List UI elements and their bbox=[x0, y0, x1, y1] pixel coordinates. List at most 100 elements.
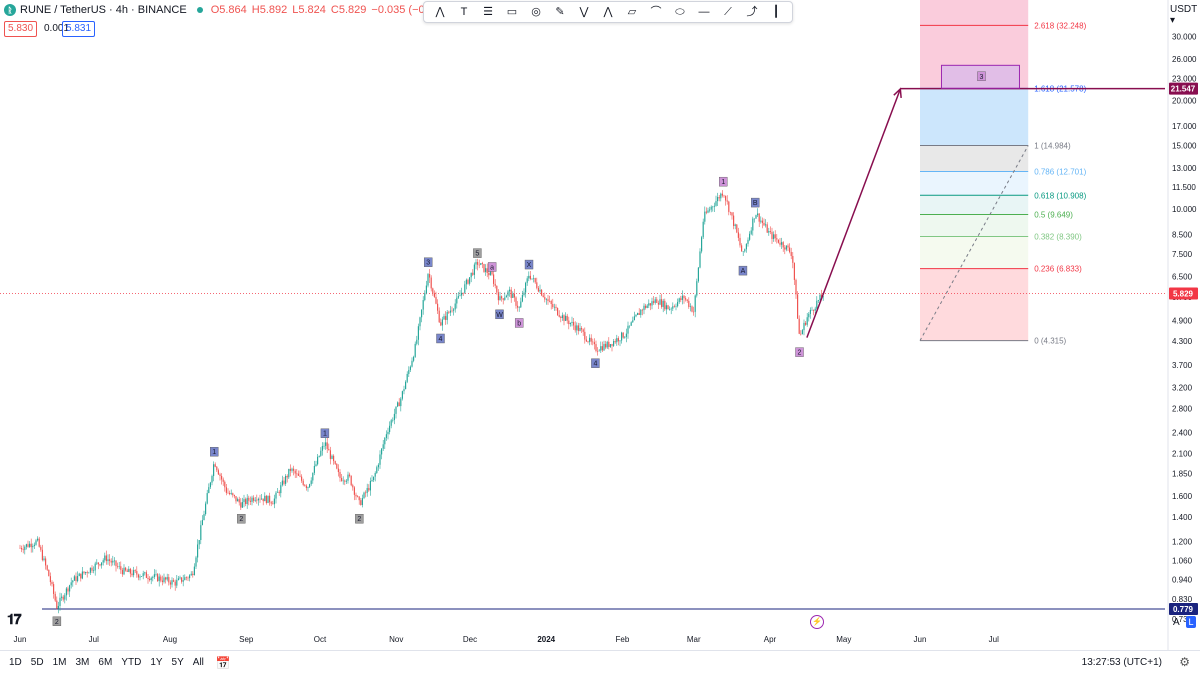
candle-body bbox=[661, 299, 663, 307]
wave-label-box[interactable] bbox=[738, 265, 748, 276]
lightning-icon[interactable]: ⚡ bbox=[810, 615, 824, 629]
wave-label-box[interactable] bbox=[52, 616, 62, 626]
range-button-ytd[interactable]: YTD bbox=[121, 657, 142, 668]
wave-label-box[interactable] bbox=[436, 333, 445, 344]
candle-body bbox=[341, 477, 343, 481]
range-button-1d[interactable]: 1D bbox=[9, 657, 22, 668]
candle-body bbox=[744, 249, 746, 252]
y-tick-label: 20.000 bbox=[1172, 96, 1197, 105]
candle-body bbox=[379, 454, 381, 465]
auto-scale-button[interactable]: A bbox=[1173, 617, 1180, 628]
wave-label-box[interactable] bbox=[591, 358, 600, 368]
y-tick-label: 4.900 bbox=[1172, 317, 1193, 326]
candle-body bbox=[150, 577, 152, 581]
ask-price[interactable]: 5.831 bbox=[62, 21, 96, 37]
tradingview-logo-icon[interactable]: 𝟏𝟕 bbox=[7, 611, 22, 627]
clock-time[interactable]: 13:27:53 (UTC+1) bbox=[1081, 657, 1162, 668]
wave-label-box[interactable] bbox=[210, 446, 219, 457]
wave-label-box[interactable] bbox=[719, 176, 728, 187]
candle-body bbox=[507, 291, 509, 296]
gear-icon[interactable]: ⚙ bbox=[1179, 655, 1190, 669]
head-shoulders-icon[interactable]: ⌒ bbox=[650, 6, 662, 18]
wave-label-box[interactable] bbox=[751, 197, 760, 208]
ray-icon[interactable]: — bbox=[698, 6, 710, 18]
candle-body bbox=[811, 309, 813, 311]
candle-body bbox=[822, 296, 824, 298]
brush-icon[interactable]: ✎ bbox=[555, 6, 565, 18]
price-chart[interactable]: 2.618 (32.248)1.618 (21.578)1 (14.984)0.… bbox=[0, 0, 1200, 650]
wave-label-box[interactable] bbox=[473, 248, 482, 258]
price-badge[interactable] bbox=[1169, 602, 1198, 615]
price-badge[interactable] bbox=[1169, 82, 1198, 95]
range-button-all[interactable]: All bbox=[192, 657, 204, 668]
candle-body bbox=[344, 480, 346, 482]
candle-body bbox=[118, 566, 120, 567]
candle-body bbox=[497, 292, 499, 301]
candle-body bbox=[363, 492, 365, 499]
wave-label-box[interactable] bbox=[355, 514, 364, 524]
elliott-impulse-icon[interactable]: ⋁ bbox=[579, 6, 589, 18]
candle-body bbox=[432, 288, 434, 294]
bid-price[interactable]: 5.830 bbox=[4, 21, 38, 37]
candle-body bbox=[211, 476, 213, 483]
text-icon[interactable]: T bbox=[460, 6, 468, 18]
symbol-title[interactable]: RUNE / TetherUS · 4h · BINANCE bbox=[20, 4, 187, 16]
vertical-line-icon[interactable]: ┃ bbox=[772, 6, 780, 18]
rectangle-icon[interactable]: ▭ bbox=[506, 6, 518, 18]
wave-label-box[interactable] bbox=[320, 428, 330, 438]
candle-body bbox=[147, 577, 149, 579]
wave-label-box[interactable] bbox=[524, 259, 534, 270]
circle-icon[interactable]: ◎ bbox=[531, 6, 541, 18]
lines-icon[interactable]: ☰ bbox=[483, 6, 493, 18]
candle-body bbox=[769, 231, 771, 232]
range-button-6m[interactable]: 6M bbox=[98, 657, 113, 668]
candle-body bbox=[566, 315, 568, 321]
wave-label-box[interactable] bbox=[795, 347, 804, 357]
wave-label-box[interactable] bbox=[237, 514, 246, 524]
candle-body bbox=[793, 262, 795, 280]
wave-label-box[interactable] bbox=[487, 262, 497, 272]
log-scale-button[interactable]: L bbox=[1186, 616, 1196, 628]
calendar-icon[interactable]: 📅 bbox=[215, 655, 231, 670]
path-icon[interactable]: ⤴ bbox=[746, 6, 758, 18]
candle-body bbox=[187, 577, 189, 579]
range-button-3m[interactable]: 3M bbox=[75, 657, 90, 668]
range-button-1m[interactable]: 1M bbox=[52, 657, 67, 668]
candle-body bbox=[669, 309, 671, 310]
candle-body bbox=[453, 309, 455, 311]
range-button-5d[interactable]: 5D bbox=[30, 657, 44, 668]
range-button-5y[interactable]: 5Y bbox=[171, 657, 184, 668]
wave-label-box[interactable] bbox=[423, 257, 433, 267]
candle-body bbox=[94, 563, 96, 571]
trend-line-icon[interactable]: ⟋ bbox=[724, 6, 732, 18]
candle-body bbox=[101, 562, 103, 566]
projection-arrow[interactable] bbox=[806, 88, 902, 338]
candle-body bbox=[321, 446, 323, 451]
abcd-pattern-icon[interactable]: ⋀ bbox=[435, 6, 445, 18]
candle-body bbox=[629, 325, 631, 327]
candle-body bbox=[648, 303, 650, 306]
candle-body bbox=[443, 316, 445, 320]
candle-body bbox=[563, 315, 565, 321]
candle-body bbox=[413, 356, 415, 361]
candle-body bbox=[269, 495, 271, 503]
wave-label-box[interactable] bbox=[495, 309, 504, 320]
candle-body bbox=[557, 307, 559, 316]
wave-label-box[interactable] bbox=[514, 318, 524, 328]
currency-selector[interactable]: USDT ▾ bbox=[1170, 4, 1198, 26]
price-badge[interactable] bbox=[1169, 287, 1198, 300]
low-value: L5.824 bbox=[292, 4, 326, 16]
candle-body bbox=[805, 322, 807, 325]
wave-label-box[interactable] bbox=[977, 71, 986, 81]
candle-body bbox=[53, 584, 55, 594]
candle-body bbox=[30, 543, 32, 548]
elliott-correction-icon[interactable]: ⋀ bbox=[603, 6, 613, 18]
candle-body bbox=[205, 503, 207, 515]
ellipse-icon[interactable]: ⬭ bbox=[675, 6, 685, 18]
candle-body bbox=[561, 315, 563, 318]
candle-body bbox=[193, 566, 195, 576]
candle-body bbox=[560, 316, 562, 318]
fib-trend-line[interactable] bbox=[919, 145, 1029, 341]
callout-icon[interactable]: ▱ bbox=[627, 6, 637, 18]
range-button-1y[interactable]: 1Y bbox=[150, 657, 163, 668]
